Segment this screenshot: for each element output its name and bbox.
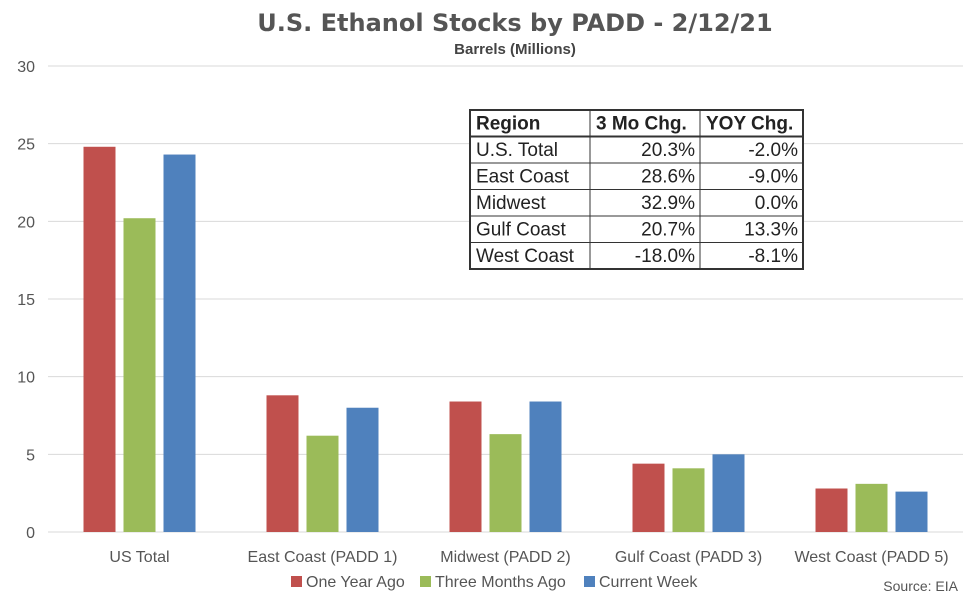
y-tick-label: 30 [17,59,35,76]
table-cell: 0.0% [755,193,798,214]
x-tick-label: East Coast (PADD 1) [248,549,398,566]
x-tick-label: US Total [109,549,169,566]
table-header-cell: Region [476,114,540,135]
legend-swatch [584,576,595,587]
table-cell: 20.7% [641,220,695,241]
table-cell: 13.3% [744,220,798,241]
legend-swatch [420,576,431,587]
change-table: Region 3 Mo Chg. YOY Chg. U.S. Total 20.3% -2… [469,109,804,270]
table-cell: -8.1% [748,246,798,267]
chart-subtitle: Barrels (Millions) [454,41,576,58]
table-cell: -2.0% [748,140,798,161]
table-cell: 20.3% [641,140,695,161]
y-tick-label: 20 [17,214,35,231]
legend: One Year Ago Three Months Ago Current Week [291,574,698,591]
x-axis: US Total East Coast (PADD 1) Midwest (PADD… [109,549,948,566]
bar [123,218,156,532]
bar [855,483,888,532]
bar [489,434,522,532]
y-tick-label: 0 [26,525,35,542]
table-cell: West Coast [476,246,575,267]
bar [163,154,196,533]
table-cell: -18.0% [635,246,695,267]
bar [712,454,745,532]
table-header-cell: 3 Mo Chg. [596,114,687,135]
source-note: Source: EIA [883,578,958,594]
legend-label: Three Months Ago [435,574,566,591]
bars [83,146,928,533]
bar [632,463,665,532]
table-cell: 32.9% [641,193,695,214]
y-tick-label: 25 [17,137,35,154]
table-header-cell: YOY Chg. [706,114,793,135]
bar [895,491,928,532]
bar [306,435,339,532]
table-cell: 28.6% [641,167,695,188]
bar [815,488,848,532]
bar [266,395,299,532]
table-cell: East Coast [476,167,570,188]
x-tick-label: Midwest (PADD 2) [440,549,570,566]
legend-label: Current Week [599,574,698,591]
y-tick-label: 15 [17,292,35,309]
y-tick-label: 5 [26,447,35,464]
table-cell: Gulf Coast [476,220,566,241]
x-tick-label: West Coast (PADD 5) [794,549,948,566]
bar [83,146,116,533]
table-cell: -9.0% [748,167,798,188]
bar [672,468,705,532]
y-axis: 0 5 10 15 20 25 30 [17,59,35,542]
bar [346,407,379,532]
x-tick-label: Gulf Coast (PADD 3) [615,549,762,566]
bar [529,401,562,532]
table-cell: U.S. Total [476,140,558,161]
legend-label: One Year Ago [306,574,405,591]
y-tick-label: 10 [17,370,35,387]
legend-swatch [291,576,302,587]
bar [449,401,482,532]
chart-title: U.S. Ethanol Stocks by PADD - 2/12/21 [257,9,772,37]
table-cell: Midwest [476,193,546,214]
